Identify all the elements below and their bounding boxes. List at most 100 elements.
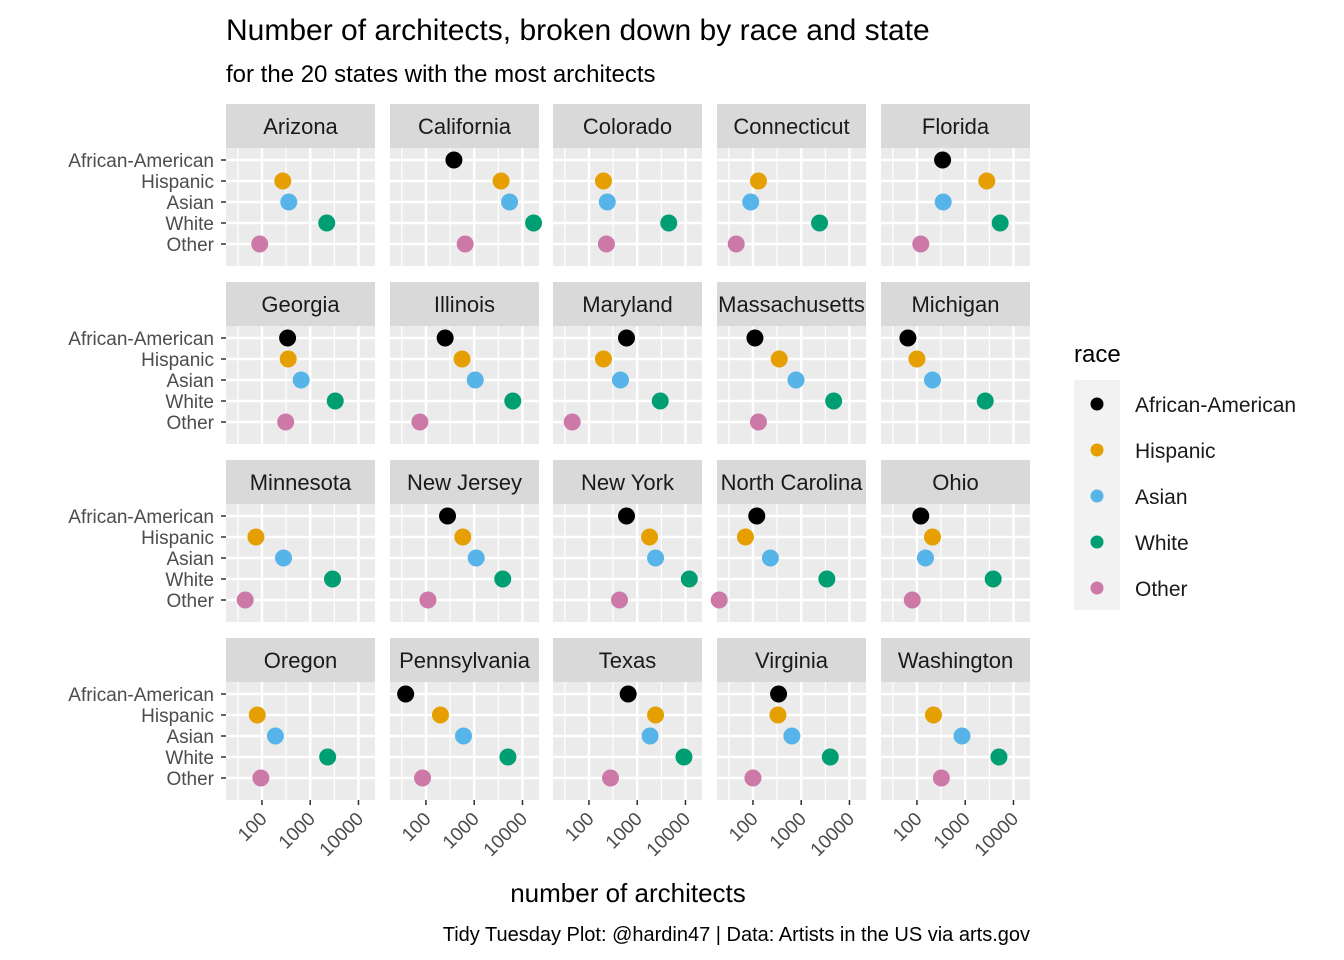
point-african-american [618,329,636,347]
point-hispanic [978,172,996,190]
facet-california: California [390,104,543,266]
facet-strip [553,460,702,504]
facet-strip [553,638,702,682]
facet-strip-label: Colorado [583,114,672,139]
y-tick-label: Asian [166,193,214,214]
x-tick-label: 1000 [930,809,975,854]
facet-strip [881,460,1030,504]
point-asian [466,371,484,389]
point-white [990,748,1008,766]
y-tick-label: Other [166,235,214,256]
panel-background [226,148,375,266]
point-hispanic [431,706,449,724]
facet-michigan: Michigan [881,282,1030,444]
y-tick-label: Asian [166,371,214,392]
point-african-american [445,151,463,169]
point-other [602,769,620,787]
legend-key-white [1090,535,1104,549]
x-tick-label: 100 [889,809,926,846]
point-other [749,413,767,431]
facet-strip [881,104,1030,148]
x-tick-label: 10000 [807,809,859,861]
legend-key-other [1090,581,1104,595]
facet-colorado: Colorado [553,104,702,266]
facet-strip [390,638,539,682]
point-african-american [746,329,764,347]
panel-background [390,504,539,622]
facet-strip-label: Illinois [434,292,495,317]
point-hispanic [908,350,926,368]
point-white [976,392,994,410]
point-african-american [436,329,454,347]
point-white [326,392,344,410]
point-white [821,748,839,766]
point-hispanic [492,172,510,190]
facet-strip [553,104,702,148]
legend-key-african-american [1090,397,1104,411]
chart-subtitle: for the 20 states with the most architec… [226,61,656,88]
y-tick-label: African-American [68,151,214,172]
y-tick-label: Asian [166,549,214,570]
legend-label: White [1135,532,1189,555]
point-white [324,570,342,588]
point-other [251,235,269,253]
chart-caption: Tidy Tuesday Plot: @hardin47 | Data: Art… [443,924,1030,946]
point-other [414,769,432,787]
point-other [903,591,921,609]
point-white [499,748,517,766]
y-tick-label: Other [166,591,214,612]
point-african-american [618,507,636,525]
legend-label: African-American [1135,394,1296,417]
facet-strip-label: Arizona [263,114,338,139]
facet-strip-label: Texas [599,648,656,673]
point-asian [641,727,659,745]
y-tick-label: White [165,392,214,413]
facet-strip [390,104,539,148]
facet-strip-label: Ohio [932,470,978,495]
facet-maryland: Maryland [553,282,702,444]
facet-minnesota: Minnesota African-AmericanHispanicAsianWh… [68,460,375,622]
x-tick-label: 100 [234,809,271,846]
point-white [651,392,669,410]
y-tick-label: Other [166,769,214,790]
facet-strip-label: New York [581,470,675,495]
point-hispanic [454,528,472,546]
facet-strip [226,282,375,326]
point-white [494,570,512,588]
point-white [680,570,698,588]
facet-strip [226,104,375,148]
x-tick-label: 10000 [971,809,1023,861]
point-white [984,570,1002,588]
facet-illinois: Illinois [390,282,539,444]
point-white [504,392,522,410]
legend-title: race [1074,341,1121,368]
facet-strip-label: Georgia [261,292,340,317]
y-tick-label: African-American [68,507,214,528]
point-asian [455,727,473,745]
point-white [825,392,843,410]
point-asian [934,193,952,211]
point-other [710,591,728,609]
point-african-american [934,151,952,169]
facet-strip [553,282,702,326]
point-hispanic [279,350,297,368]
facet-strip-label: Maryland [582,292,672,317]
point-asian [923,371,941,389]
point-african-american [770,685,788,703]
facet-strip-label: North Carolina [721,470,864,495]
point-asian [275,549,293,567]
facet-ohio: Ohio [881,460,1030,622]
facet-strip-label: Massachusetts [718,292,865,317]
point-hispanic [769,706,787,724]
point-white [660,214,678,232]
point-hispanic [641,528,659,546]
point-white [991,214,1009,232]
facet-strip-label: Washington [898,648,1013,673]
point-african-american [748,507,766,525]
legend: race African-American Hispanic Asian White O… [1074,341,1296,610]
point-asian [953,727,971,745]
point-other [252,769,270,787]
point-hispanic [594,172,612,190]
facet-strip [717,638,866,682]
